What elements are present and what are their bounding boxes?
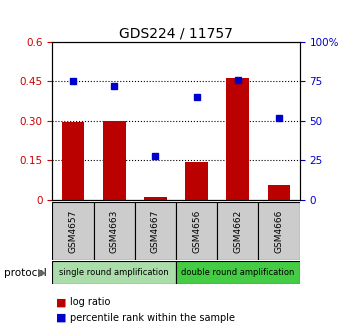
Text: GSM4663: GSM4663: [110, 209, 119, 253]
Text: GSM4662: GSM4662: [233, 209, 242, 253]
Bar: [62, 122, 84, 200]
Text: single round amplification: single round amplification: [59, 268, 169, 277]
Bar: [52, 261, 176, 284]
Text: ■: ■: [56, 297, 66, 307]
Bar: [268, 185, 290, 200]
Text: log ratio: log ratio: [70, 297, 111, 307]
Bar: [226, 78, 249, 200]
Bar: [176, 261, 300, 284]
Text: GSM4666: GSM4666: [274, 209, 283, 253]
Bar: [52, 202, 93, 260]
Text: GSM4667: GSM4667: [151, 209, 160, 253]
Text: percentile rank within the sample: percentile rank within the sample: [70, 312, 235, 323]
Text: ▶: ▶: [38, 268, 47, 278]
Bar: [176, 202, 217, 260]
Bar: [144, 197, 167, 200]
Text: protocol: protocol: [4, 268, 46, 278]
Text: double round amplification: double round amplification: [181, 268, 295, 277]
Bar: [217, 202, 258, 260]
Text: GSM4657: GSM4657: [69, 209, 78, 253]
Bar: [93, 202, 135, 260]
Bar: [185, 162, 208, 200]
Text: GSM4656: GSM4656: [192, 209, 201, 253]
Title: GDS224 / 11757: GDS224 / 11757: [119, 27, 233, 41]
Bar: [135, 202, 176, 260]
Text: ■: ■: [56, 312, 66, 323]
Bar: [103, 121, 126, 200]
Bar: [258, 202, 300, 260]
